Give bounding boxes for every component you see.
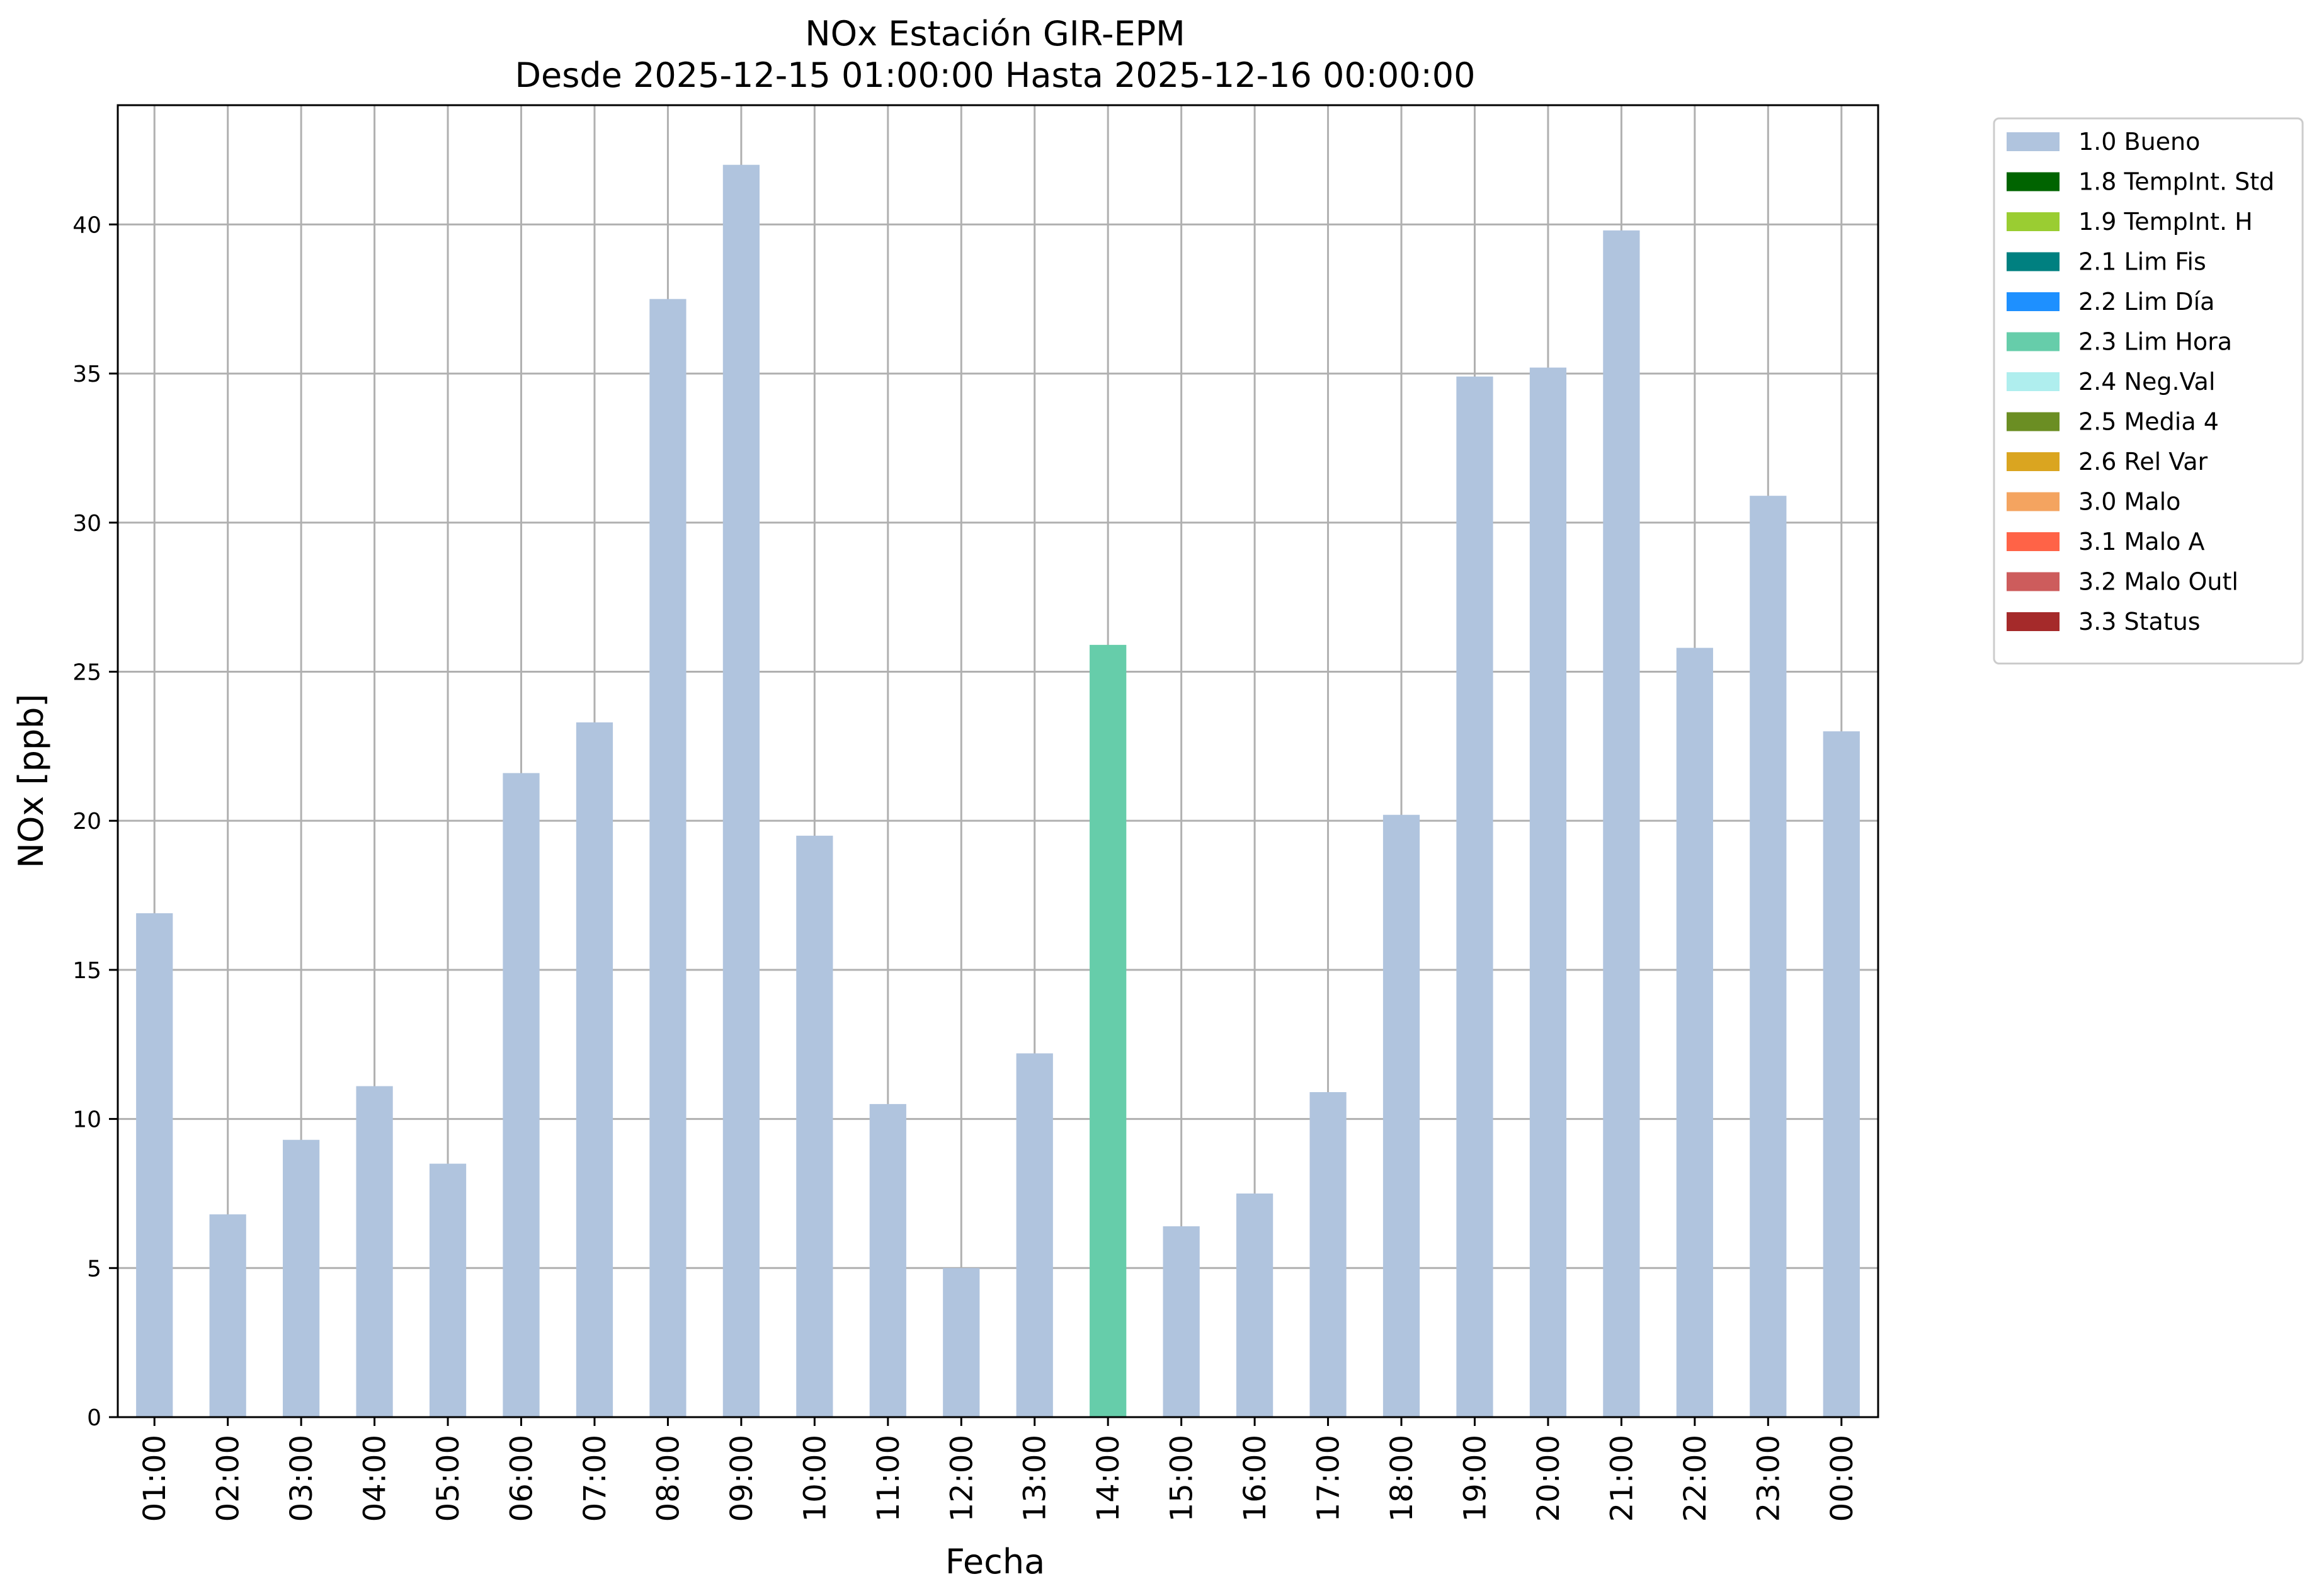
y-tick-label: 0 [87, 1405, 101, 1431]
x-tick-label: 10:00 [797, 1435, 833, 1522]
x-axis-label: Fecha [945, 1542, 1045, 1582]
legend-label: 3.3 Status [2078, 608, 2201, 636]
y-axis-label: NOx [ppb] [11, 694, 51, 869]
legend-label: 2.6 Rel Var [2078, 448, 2208, 476]
y-tick-label: 20 [72, 809, 101, 835]
legend-label: 2.1 Lim Fis [2078, 248, 2206, 276]
plot-frame [117, 104, 1879, 1418]
bar-11:00 [869, 1103, 906, 1417]
bar-15:00 [1163, 1226, 1200, 1417]
legend-swatch [2007, 572, 2060, 591]
x-tick-label: 15:00 [1165, 1435, 1200, 1522]
legend-swatch [2007, 612, 2060, 631]
chart-title: NOx Estación GIR-EPM [805, 14, 1185, 54]
chart-subtitle: Desde 2025-12-15 01:00:00 Hasta 2025-12-… [515, 55, 1475, 95]
y-tick-label: 35 [72, 362, 101, 387]
legend-swatch [2007, 252, 2060, 271]
legend-swatch [2007, 212, 2060, 231]
x-tick-label: 16:00 [1238, 1435, 1273, 1522]
bar-16:00 [1236, 1193, 1273, 1417]
y-tick-label: 40 [72, 212, 101, 238]
legend-label: 2.3 Lim Hora [2078, 328, 2232, 356]
bar-07:00 [576, 722, 613, 1417]
legend-swatch [2007, 132, 2060, 151]
legend: 1.0 Bueno 1.8 TempInt. Std 1.9 TempInt. H 2… [1993, 117, 2304, 664]
bar-13:00 [1016, 1053, 1053, 1417]
x-tick-label: 02:00 [211, 1435, 246, 1522]
bar-14:00 [1090, 644, 1127, 1417]
x-tick-label: 21:00 [1604, 1435, 1639, 1522]
bar-03:00 [283, 1139, 320, 1417]
legend-label: 2.2 Lim Día [2078, 288, 2214, 316]
legend-label: 2.5 Media 4 [2078, 408, 2219, 436]
bar-12:00 [943, 1268, 980, 1417]
bar-05:00 [429, 1163, 467, 1417]
legend-swatch [2007, 292, 2060, 311]
x-tick-label: 11:00 [871, 1435, 906, 1522]
legend-swatch [2007, 412, 2060, 431]
bar-23:00 [1750, 496, 1787, 1417]
bar-10:00 [796, 835, 833, 1417]
legend-label: 3.0 Malo [2078, 488, 2180, 516]
bar-19:00 [1456, 376, 1493, 1417]
x-tick-label: 06:00 [504, 1435, 540, 1522]
legend-label: 3.1 Malo A [2078, 528, 2204, 556]
x-tick-label: 17:00 [1311, 1435, 1347, 1522]
legend-label: 2.4 Neg.Val [2078, 368, 2215, 396]
x-tick-label: 22:00 [1678, 1435, 1713, 1522]
x-tick-label: 19:00 [1457, 1435, 1493, 1522]
x-tick-label: 03:00 [284, 1435, 319, 1522]
x-axis-ticks: 01:00 02:00 03:00 04:00 05:00 06:00 07:00 08:00… [137, 1417, 1860, 1522]
bar-06:00 [503, 773, 540, 1417]
bar-22:00 [1676, 647, 1713, 1417]
y-tick-label: 15 [72, 958, 101, 984]
y-tick-label: 25 [72, 659, 101, 685]
bar-08:00 [649, 299, 687, 1417]
x-tick-label: 14:00 [1091, 1435, 1126, 1522]
legend-swatch [2007, 172, 2060, 191]
bar-00:00 [1823, 731, 1860, 1417]
bar-17:00 [1309, 1092, 1347, 1417]
legend-label: 1.8 TempInt. Std [2078, 168, 2274, 196]
x-tick-label: 23:00 [1751, 1435, 1786, 1522]
y-tick-label: 10 [72, 1107, 101, 1133]
bar-02:00 [209, 1214, 246, 1417]
legend-label: 3.2 Malo Outl [2078, 568, 2238, 596]
x-tick-label: 05:00 [431, 1435, 466, 1522]
y-tick-label: 5 [87, 1256, 101, 1282]
legend-swatch [2007, 372, 2060, 391]
y-axis-ticks: 0 5 10 15 20 25 30 35 40 [72, 212, 118, 1431]
bar-21:00 [1603, 230, 1640, 1418]
legend-swatch [2007, 532, 2060, 551]
x-tick-label: 04:00 [358, 1435, 393, 1522]
x-tick-label: 13:00 [1018, 1435, 1053, 1522]
x-tick-label: 20:00 [1531, 1435, 1566, 1522]
bar-18:00 [1382, 814, 1420, 1417]
bars-group [136, 164, 1860, 1418]
x-tick-label: 00:00 [1825, 1435, 1860, 1522]
bar-04:00 [356, 1086, 393, 1417]
x-tick-label: 07:00 [578, 1435, 613, 1522]
bar-01:00 [136, 913, 173, 1417]
y-tick-label: 30 [72, 511, 101, 537]
legend-label: 1.0 Bueno [2078, 128, 2200, 156]
legend-swatch [2007, 452, 2060, 471]
legend-box [1993, 117, 2304, 664]
x-tick-label: 18:00 [1384, 1435, 1420, 1522]
bar-20:00 [1529, 367, 1567, 1417]
legend-swatch [2007, 332, 2060, 351]
x-tick-label: 08:00 [651, 1435, 686, 1522]
legend-swatch [2007, 492, 2060, 511]
legend-label: 1.9 TempInt. H [2078, 208, 2253, 236]
x-tick-label: 09:00 [724, 1435, 760, 1522]
x-tick-label: 01:00 [137, 1435, 173, 1522]
bar-09:00 [722, 164, 760, 1417]
x-tick-label: 12:00 [944, 1435, 979, 1522]
